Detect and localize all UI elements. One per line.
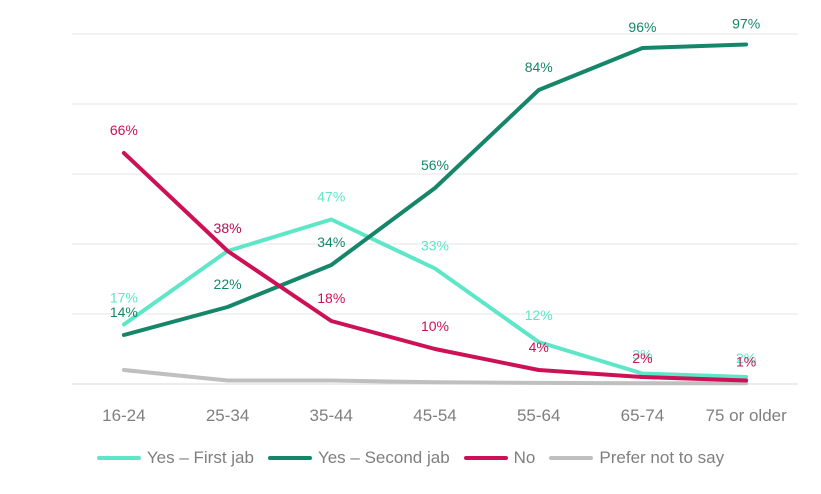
x-tick-label: 35-44: [310, 406, 353, 425]
legend-swatch: [549, 456, 594, 460]
data-label: 38%: [214, 220, 242, 236]
x-tick-label: 45-54: [413, 406, 456, 425]
legend-item: Yes – Second jab: [267, 448, 450, 468]
line-chart: 17%38%47%33%12%3% 2%14%22%34%56%84%96% 97%…: [72, 16, 798, 425]
legend-item: Prefer not to say: [549, 448, 724, 468]
legend-label: No: [513, 448, 536, 467]
data-label: 10%: [421, 318, 449, 334]
data-label: 66%: [110, 122, 138, 138]
data-label: 47%: [317, 189, 345, 205]
data-label: 12%: [525, 307, 553, 323]
legend-swatch: [96, 456, 141, 460]
data-label: 1%: [736, 354, 756, 370]
data-label: 96%: [628, 19, 656, 35]
data-label: 2%: [736, 350, 756, 366]
data-label: 84%: [525, 59, 553, 75]
data-label: 97%: [732, 16, 760, 32]
x-tick-label: 75 or older: [706, 406, 788, 425]
data-label: 34%: [317, 234, 345, 250]
data-label: 38%: [214, 220, 242, 236]
series-line: [121, 368, 749, 386]
legend-item: Yes – First jab: [96, 448, 254, 468]
data-label: 17%: [110, 290, 138, 306]
legend-label: Yes – First jab: [146, 448, 254, 467]
x-tick-label: 65-74: [621, 406, 664, 425]
x-tick-label: 16-24: [102, 406, 145, 425]
series-lines: [121, 42, 749, 386]
data-label: 4%: [529, 339, 549, 355]
data-label: 33%: [421, 238, 449, 254]
legend-label: Prefer not to say: [599, 448, 725, 467]
legend-item: No: [463, 448, 536, 468]
legend-label: Yes – Second jab: [317, 448, 450, 467]
data-label: 2%: [632, 350, 652, 366]
series-line: [121, 42, 749, 337]
data-label: 18%: [317, 290, 345, 306]
legend: Yes – First jab Yes – Second jab No Prefer …: [0, 448, 821, 468]
data-label: 14%: [110, 304, 138, 320]
x-axis-ticks: 16-24 25-34 35-44 45-54 55-64 65-74 75 or olde…: [102, 406, 787, 425]
legend-swatch: [463, 456, 508, 460]
data-label: 56%: [421, 157, 449, 173]
x-tick-label: 55-64: [517, 406, 560, 425]
data-labels: 17%38%47%33%12%3% 2%14%22%34%56%84%96% 97%…: [110, 16, 760, 370]
data-label: 22%: [214, 276, 242, 292]
series-line: [121, 151, 749, 383]
legend-swatch: [267, 456, 312, 460]
data-label: 3%: [632, 347, 652, 363]
x-tick-label: 25-34: [206, 406, 249, 425]
